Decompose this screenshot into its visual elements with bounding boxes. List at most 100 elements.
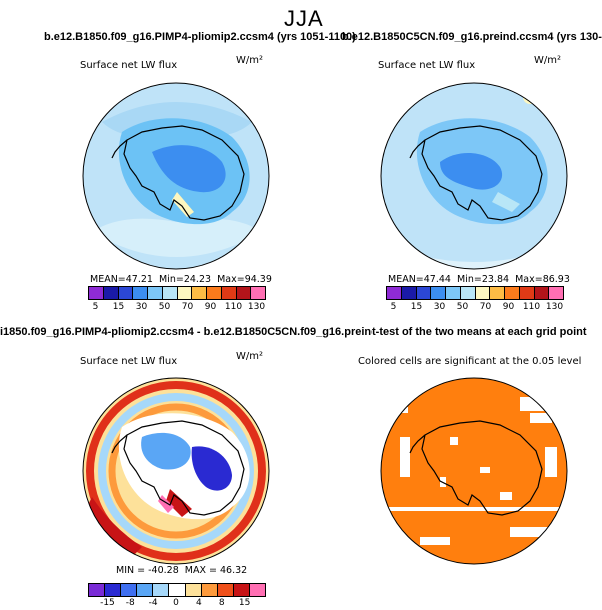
panel2-field-ross [492,192,520,212]
panel3-colorbar-swatch [89,584,106,596]
panel3-field-ross [166,489,192,517]
panel3-colorbar-swatch [169,584,186,596]
panel1-colorbar-swatch [89,287,104,299]
panel3-colorbar-swatch [153,584,170,596]
panel1-colorbar-swatch [103,287,119,299]
panel1-peninsula [111,139,128,159]
panel2-peninsula [409,139,426,159]
panel1-field-north [92,218,262,257]
panel3-colorbar-swatch [137,584,154,596]
panel1-max-label: Max= [217,274,245,285]
panel3-tick-label: 0 [173,598,179,608]
panel2-colorbar-swatch [505,287,520,299]
panel1-colorbar-swatch [236,287,252,299]
panel2-colorbar-swatch [431,287,446,299]
panel3-tick-label: -8 [125,598,135,608]
panel3-field-red-arc [87,497,142,557]
panel1-map [82,82,270,270]
panel4-subtitle: Colored cells are significant at the 0.0… [358,356,582,367]
panel2-tick-label: 15 [410,302,423,312]
panel2-tick-label: 130 [545,302,564,312]
panel1-colorbar-swatch [192,287,207,299]
panel3-max-label: MAX = [184,565,217,576]
panel2-units: W/m² [534,55,562,66]
panel1-tick-label: 15 [112,302,125,312]
panel3-subtitle: Surface net LW flux [80,356,178,367]
panel3-tick-label: -4 [148,598,158,608]
panel2-subtitle: Surface net LW flux [378,60,476,71]
panel1-mean-value: 47.21 [125,274,153,285]
panel3-colorbar-ticks: -15 -8 -4 0 4 8 15 [96,598,256,608]
panel2-colorbar-swatch [401,287,417,299]
panel3-colorbar-swatch [249,584,266,596]
panel2-tick-label: 70 [479,302,492,312]
panel2-tick-label: 30 [433,302,446,312]
panel2-tick-label: 90 [502,302,515,312]
panel3-field-mid-ring [98,393,254,549]
panel2-colorbar-swatch [549,287,563,299]
panel1-field-ross [172,192,194,217]
panel1-tick-label: 5 [92,302,99,312]
panel3-units: W/m² [236,351,264,362]
panel1-tick-label: 130 [247,302,266,312]
panel1-tick-label: 70 [181,302,194,312]
panel3-tick-label: -15 [100,598,115,608]
panel2-antarctica-coastline [421,125,543,221]
panel2-map [380,82,568,270]
panel1-colorbar-swatch [207,287,222,299]
panel1-map-border [82,82,270,270]
panel1-colorbar-swatch [162,287,178,299]
panel3-colorbar-swatch [105,584,122,596]
panel3-colorbar-swatch [185,584,202,596]
panel2-colorbar-ticks: 5 15 30 50 70 90 110 130 [382,302,566,312]
panel3-colorbar-swatch [233,584,250,596]
panel4-map-border [380,377,568,565]
panel4-map [380,377,568,565]
panel2-colorbar-swatch [387,287,402,299]
panel1-units: W/m² [236,55,264,66]
panel3-field-blue-patch [141,432,191,470]
panel3-tick-label: 15 [238,598,251,608]
panel1-colorbar-swatch [118,287,134,299]
panel2-min-label: Min= [457,274,482,285]
panel1-tick-label: 30 [135,302,148,312]
panel3-min-value: -40.28 [148,565,179,576]
panel4-insignificant-cells [381,397,567,545]
panel2-max-value: 86.93 [542,274,570,285]
panel1-colorbar-swatch [177,287,193,299]
panel3-field-pink [158,495,174,513]
panel2-colorbar-swatch [446,287,461,299]
panel2-colorbar-swatch [460,287,476,299]
panel1-min-value: 24.23 [183,274,212,285]
panel3-field-outer-ring [86,381,266,561]
panel3-colorbar-swatch [217,584,234,596]
panel1-subtitle: Surface net LW flux [80,60,178,71]
panel1-colorbar-swatch [148,287,163,299]
panel3-field-deep-blue [191,446,232,491]
panel3-peninsula [111,434,128,454]
panel3-min-label: MIN = [116,565,146,576]
panel1-tick-label: 90 [204,302,217,312]
panel1-mean-label: MEAN= [90,274,126,285]
panel3-map-border [82,377,270,565]
panel2-colorbar-swatch [490,287,505,299]
panel2-field-core [440,152,503,190]
panel2-colorbar-swatch [475,287,491,299]
panel2-mean-label: MEAN= [388,274,424,285]
panel3-antarctica-coastline [123,420,245,516]
panel2-tick-label: 50 [456,302,469,312]
panel3-colorbar-swatch [201,584,218,596]
panel1-colorbar-swatch [133,287,148,299]
panel1-stats: MEAN=47.21 Min=24.23 Max=94.39 [90,274,272,285]
panel1-tick-label: 110 [224,302,243,312]
panel2-tick-label: 5 [390,302,397,312]
panel3-stats: MIN = -40.28 MAX = 46.32 [116,565,247,576]
panel1-antarctica-coastline [123,125,245,221]
panel2-max-label: Max= [515,274,543,285]
panel1-min-label: Min= [159,274,184,285]
panel3-colorbar [88,583,266,597]
panel1-colorbar-ticks: 5 15 30 50 70 90 110 130 [84,302,268,312]
panel3-tick-label: 8 [218,598,225,608]
panel2-colorbar [386,286,564,300]
panel3-title: i1850.f09_g16.PIMP4-pliomip2.ccsm4 - b.e… [0,326,372,338]
